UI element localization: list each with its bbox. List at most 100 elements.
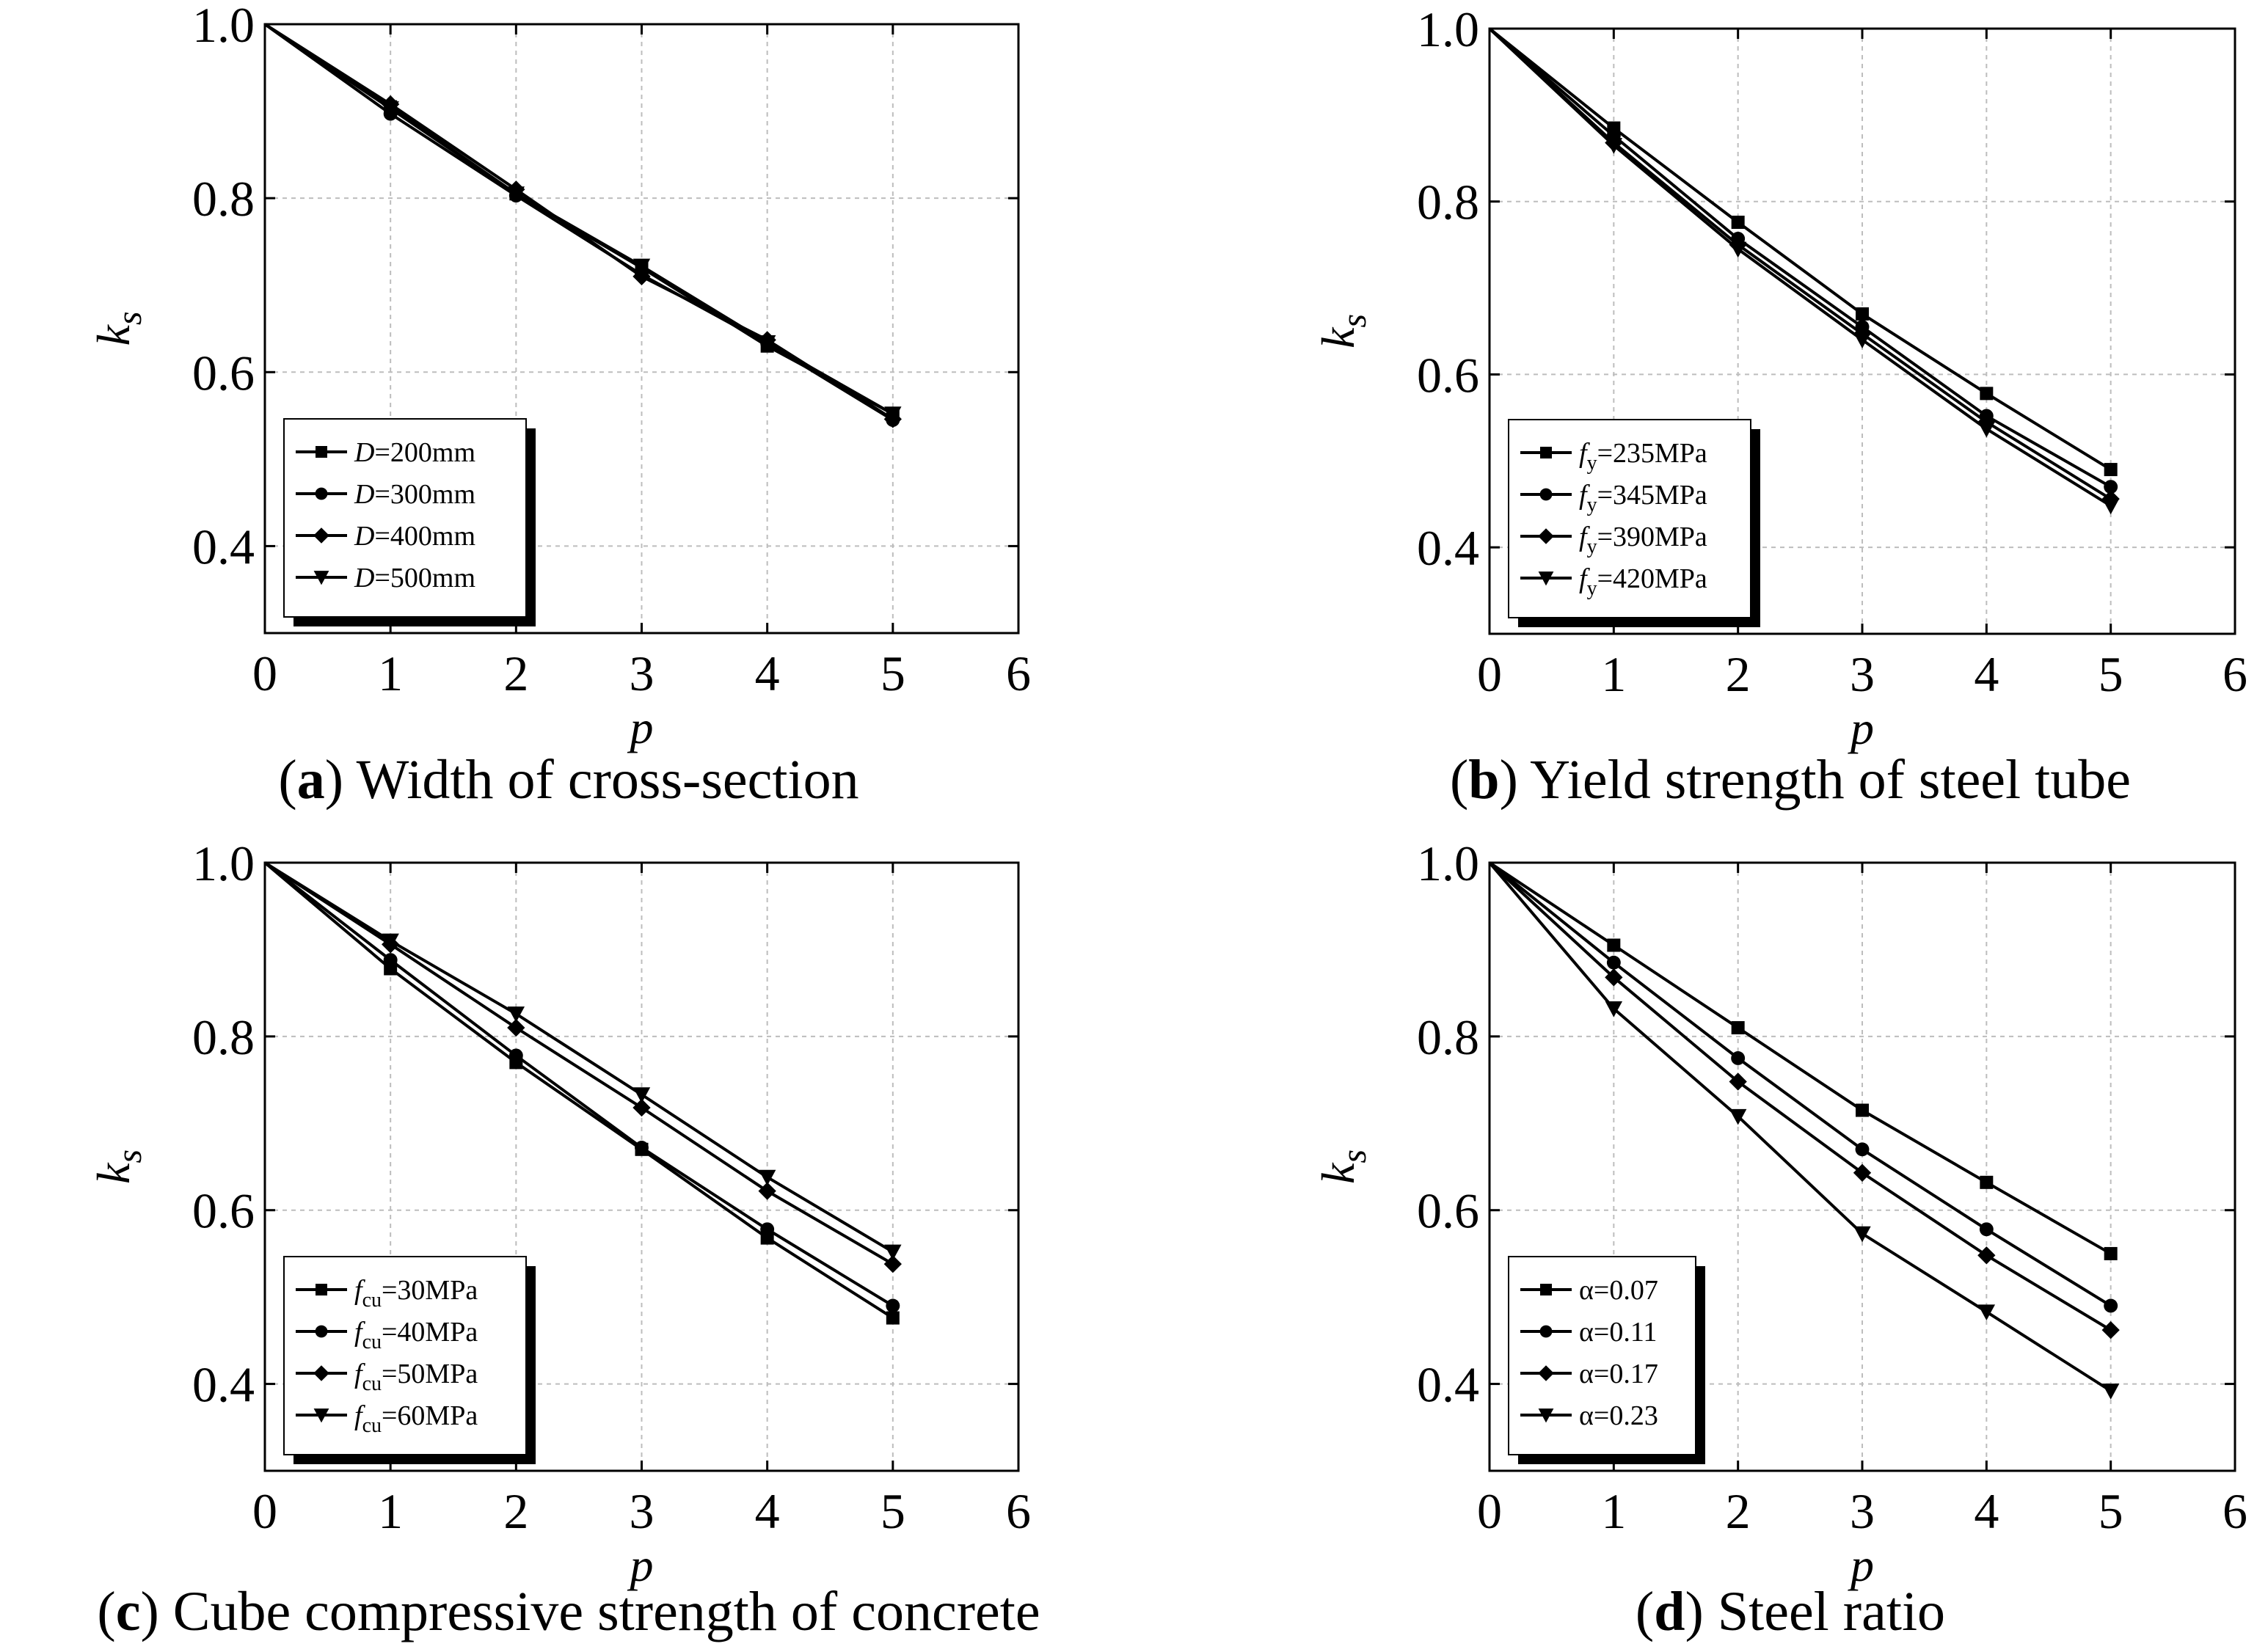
data-point-s4-p1 [382,933,399,950]
data-point-s4-p5 [2101,498,2120,515]
x-tick-label: 6 [1006,1483,1031,1539]
data-point-s2-p5 [2104,480,2118,494]
y-tick-label: 0.6 [1417,1183,1479,1239]
series-line-4 [1488,27,2112,508]
y-tick-label: 0.4 [1417,1357,1479,1413]
series-line-4 [263,861,894,1254]
data-point-s3-p4 [1977,1246,1996,1265]
panel-b: 0 1 2 3 4 5 6 0.4 0.6 0.8 1.0 p ks fy=235MPa fy=345MPa… [1312,1,2247,811]
y-axis-label: ks [1312,314,1374,348]
data-point-s3-p5 [2101,1320,2120,1339]
legend-label: fcu=30MPa [354,1275,478,1312]
x-axis-label: p [1848,702,1874,754]
legend-label: α=0.23 [1579,1400,1658,1431]
data-point-s3-p5 [883,1254,902,1273]
data-point-s4-p5 [2101,1384,2120,1400]
x-tick-label: 3 [630,1483,655,1539]
y-tick-label: 0.4 [192,519,255,574]
data-point-s3-p4 [758,1182,776,1200]
legend-label: D=500mm [354,563,475,593]
y-tick-label: 0.8 [1417,1009,1479,1065]
y-tick-label: 0.6 [192,345,255,401]
y-tick-label: 1.0 [1417,1,1479,57]
data-point-s1-p5 [2104,1246,2118,1260]
legend-label: fy=345MPa [1579,480,1707,516]
series-line-2 [1488,27,2112,489]
panel-a: 0 1 2 3 4 5 6 0.4 0.6 0.8 1.0 p ks D=200mm D=300mm D=40… [87,0,1031,811]
data-point-s1-p5 [2104,463,2118,477]
x-tick-label: 0 [252,646,277,701]
data-point-s1-p3 [1856,307,1869,321]
series-line-3 [263,861,894,1265]
x-tick-label: 4 [1974,646,1999,702]
x-tick-label: 4 [755,1483,780,1539]
series-line-3 [1488,861,2112,1331]
legend-marker-triangle-down [313,571,329,585]
legend-label: fy=420MPa [1579,563,1707,600]
legend-label: D=400mm [354,521,475,552]
legend-marker-square [316,1284,327,1295]
legend-marker-triangle-down [313,1408,329,1423]
legend-label: D=200mm [354,437,475,468]
legend-marker-triangle-down [1538,571,1554,586]
y-tick-label: 0.6 [192,1183,255,1239]
data-point-s1-p4 [1980,387,1994,401]
x-tick-label: 4 [755,646,780,701]
legend-label: α=0.17 [1579,1359,1658,1389]
panel-caption: (d) Steel ratio [1636,1581,1945,1642]
x-tick-label: 4 [1974,1483,1999,1539]
data-point-s4-p3 [632,1087,651,1103]
data-point-s3-p3 [632,1098,651,1117]
data-point-s1-p2 [1731,1021,1745,1035]
data-point-s4-p1 [382,101,399,117]
y-tick-label: 0.4 [192,1357,255,1413]
data-point-s4-p4 [758,1169,776,1186]
data-point-s1-p3 [1856,1103,1869,1117]
series-line-1 [1488,27,2112,471]
data-point-s4-p3 [1853,332,1871,348]
data-point-s4-p1 [1605,138,1623,154]
data-point-s1-p4 [1980,1175,1994,1189]
x-tick-label: 0 [1477,1483,1502,1539]
legend-label: D=300mm [354,479,475,510]
panel-caption: (c) Cube compressive strength of concret… [97,1581,1040,1642]
y-tick-label: 1.0 [1417,836,1479,891]
legend-marker-diamond [1538,528,1554,544]
x-tick-label: 1 [378,646,403,701]
x-tick-label: 1 [378,1483,403,1539]
data-point-s3-p2 [507,1018,525,1037]
data-point-s3-p3 [632,267,651,286]
data-point-s3-p2 [1729,1072,1747,1091]
y-axis-label: ks [87,1150,149,1184]
x-tick-label: 2 [503,646,528,701]
data-point-s2-p4 [760,1222,775,1237]
legend-marker-circle [1539,488,1553,501]
series-line-1 [1488,861,2112,1255]
x-tick-label: 2 [1726,646,1751,702]
panel-caption: (a) Width of cross-section [278,749,858,811]
x-tick-label: 5 [2099,1483,2123,1539]
data-point-s2-p5 [886,1298,900,1313]
legend-marker-square [1540,447,1552,458]
data-point-s2-p2 [508,1048,523,1063]
legend-label: fcu=50MPa [354,1359,478,1395]
panel-d: 0 1 2 3 4 5 6 0.4 0.6 0.8 1.0 p ks α=0.07 α=0.11 α=0.17… [1312,836,2247,1642]
series-line-4 [263,23,894,415]
data-point-s2-p1 [383,953,398,968]
legend-marker-diamond [1538,1365,1554,1381]
y-axis-label: ks [87,311,149,346]
series-line-2 [1488,861,2112,1307]
data-point-s4-p4 [1977,421,1996,438]
data-point-s2-p3 [635,1140,649,1155]
legend-marker-square [316,446,327,458]
x-tick-label: 3 [1850,1483,1875,1539]
y-axis-label: ks [1312,1150,1374,1184]
x-tick-label: 6 [1006,646,1031,701]
panel-c: 0 1 2 3 4 5 6 0.4 0.6 0.8 1.0 p ks fcu=30MPa fcu=40MPa… [87,836,1040,1642]
x-axis-label: p [627,1539,654,1591]
legend-label: α=0.11 [1579,1317,1657,1348]
data-point-s4-p2 [1729,241,1747,258]
x-tick-label: 5 [880,1483,905,1539]
legend-marker-circle [315,487,328,500]
legend-label: fy=235MPa [1579,438,1707,475]
